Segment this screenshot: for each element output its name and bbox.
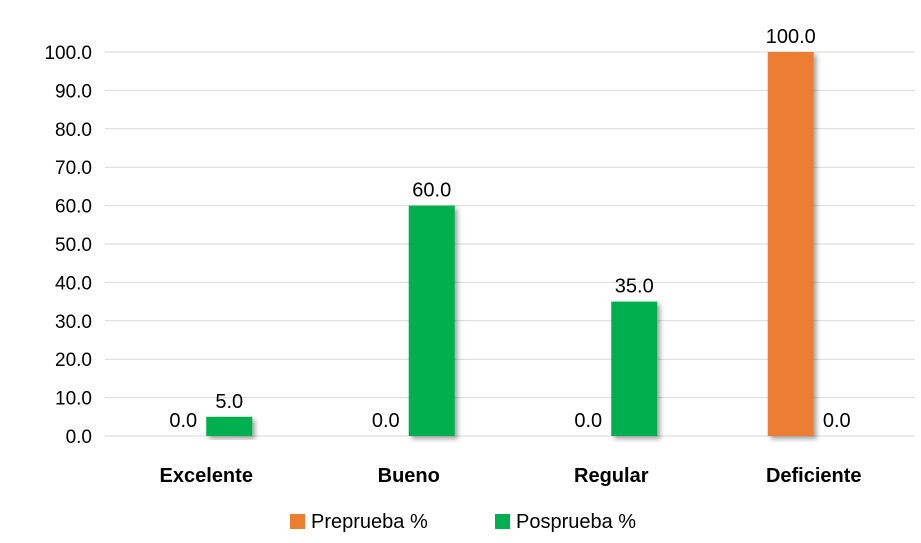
y-tick-label: 60.0 [55, 197, 92, 218]
bar-posprueba [206, 416, 253, 436]
legend-swatch-preprueba [290, 514, 305, 529]
y-axis-tick-labels: 0.0 10.0 20.0 30.0 40.0 50.0 60.0 70.0 80.0 90.0 1… [44, 43, 92, 448]
y-tick-label: 30.0 [55, 312, 92, 333]
bars [206, 52, 814, 436]
data-label: 5.0 [215, 391, 243, 413]
y-tick-label: 40.0 [55, 273, 92, 294]
y-tick-label: 80.0 [55, 120, 92, 141]
bar-posprueba [408, 205, 455, 436]
legend-label-posprueba: Posprueba % [516, 511, 636, 533]
data-label: 100.0 [766, 26, 816, 48]
data-label: 0.0 [372, 410, 400, 432]
data-label: 60.0 [412, 180, 451, 202]
y-tick-label: 70.0 [55, 158, 92, 179]
data-label: 0.0 [574, 410, 602, 432]
y-tick-label: 20.0 [55, 350, 92, 371]
bar-posprueba [611, 301, 658, 436]
y-tick-label: 100.0 [44, 43, 92, 64]
y-tick-label: 50.0 [55, 235, 92, 256]
data-label: 35.0 [615, 276, 654, 298]
data-labels: 0.0 5.0 0.0 60.0 0.0 35.0 100.0 0.0 [169, 26, 850, 432]
y-tick-label: 90.0 [55, 81, 92, 102]
x-axis-category-labels: Excelente Bueno Regular Deficiente [160, 465, 862, 487]
y-tick-label: 0.0 [66, 427, 92, 448]
legend-swatch-posprueba [495, 514, 510, 529]
x-category-label: Bueno [378, 465, 440, 487]
legend-label-preprueba: Preprueba % [311, 511, 428, 533]
x-category-label: Excelente [160, 465, 253, 487]
bar-preprueba [767, 52, 814, 436]
data-label: 0.0 [169, 410, 197, 432]
x-category-label: Regular [574, 465, 649, 487]
data-label: 0.0 [823, 410, 851, 432]
x-category-label: Deficiente [766, 465, 862, 487]
legend: Preprueba % Posprueba % [290, 511, 636, 533]
y-tick-label: 10.0 [55, 389, 92, 410]
